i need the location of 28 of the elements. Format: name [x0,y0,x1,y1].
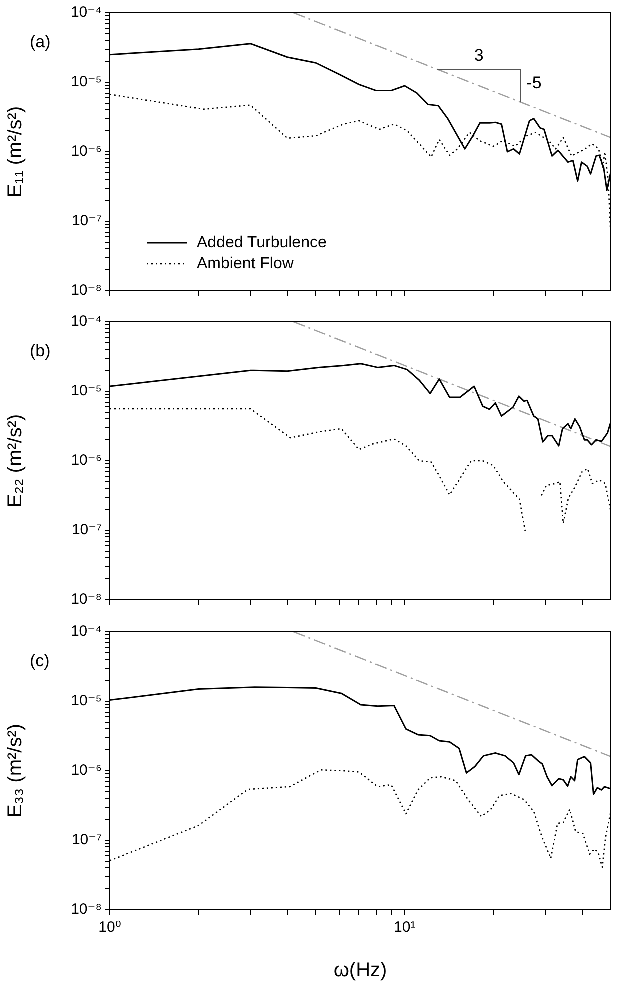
y-tick-label: 10⁻⁸ [71,282,102,300]
y-tick-label: 10⁻⁵ [71,692,102,710]
y-tick-label: 10⁻⁶ [71,143,102,160]
y-tick-label: 10⁻⁴ [70,623,102,640]
y-tick-label: 10⁻⁷ [72,212,102,230]
annotation: 3 [474,46,484,66]
y-tick-label: 10⁻⁵ [71,382,102,400]
y-tick-label: 10⁻⁶ [71,452,102,470]
legend-label: Ambient Flow [197,255,294,272]
text: (c) [30,652,50,671]
y-tick-label: 10⁻⁵ [71,74,102,91]
legend-label: Added Turbulence [197,234,327,252]
y-tick-label: 10⁻⁶ [71,762,102,780]
y-axis-title: E₃₃ (m²/s²) [4,724,27,818]
text: (a) [30,32,51,52]
y-tick-label: 10⁻⁸ [71,591,102,608]
text: (b) [30,342,51,361]
y-tick-label: 10⁻⁴ [70,4,102,22]
annotation: -5 [526,74,542,93]
y-tick-label: 10⁻⁸ [71,901,102,918]
x-axis-title: ω(Hz) [334,960,388,982]
y-tick-label: 10⁻⁷ [72,832,102,849]
y-axis-title: E₂₂ (m²/s²) [4,414,27,508]
y-tick-label: 10⁻⁷ [72,522,102,539]
x-tick-label: 10¹ [394,919,416,936]
y-axis-title: E₁₁ (m²/s²) [4,106,27,198]
x-tick-label: 10⁰ [98,919,122,936]
y-tick-label: 10⁻⁴ [70,313,102,330]
